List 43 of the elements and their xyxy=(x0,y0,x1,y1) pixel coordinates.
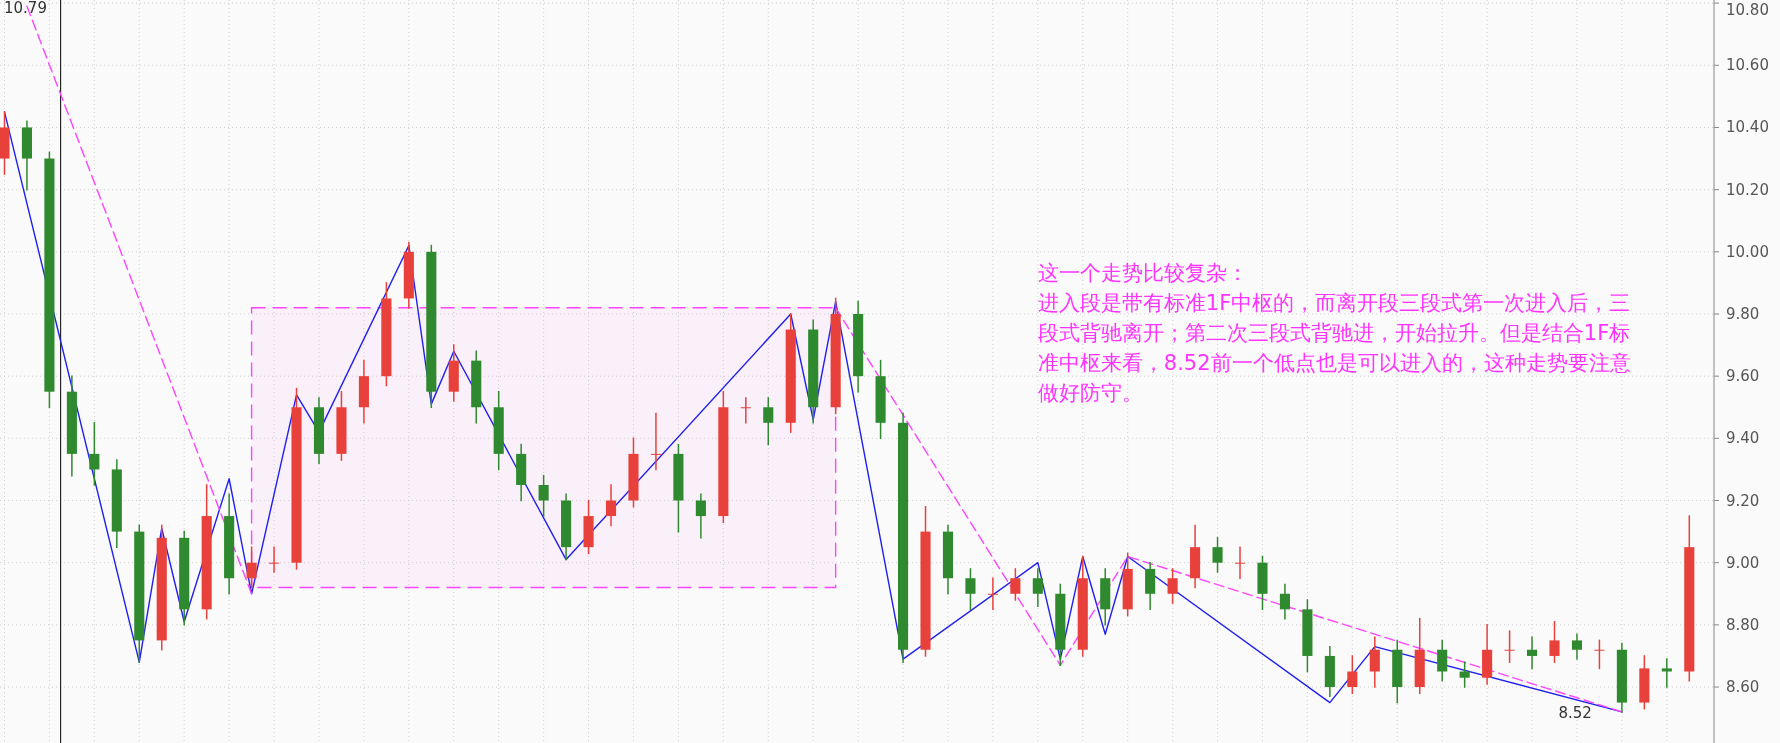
candlestick xyxy=(650,412,661,471)
candlestick xyxy=(1549,621,1560,663)
candlestick xyxy=(1234,546,1246,579)
y-tick-label: 8.60 xyxy=(1726,678,1760,697)
candlestick xyxy=(763,397,774,446)
candlestick xyxy=(740,397,751,424)
annotation: 这一个走势比较复杂： xyxy=(1037,261,1248,285)
y-tick-label: 9.00 xyxy=(1726,553,1760,572)
candlestick xyxy=(987,577,998,611)
candlestick xyxy=(538,474,549,517)
annotation: 进入段是带有标准1F中枢的，而离开段三段式第一次进入后，三段式背驰离开；第二次三段式背驰进，开始拉升。但是结合1F标准中枢来看，8.52前一个低点也是可以进入的，这种走势要注意做好防守。 xyxy=(1037,291,1631,405)
candlestick xyxy=(246,546,257,589)
candlestick xyxy=(1526,636,1538,670)
annotation: 8.52 xyxy=(1558,703,1592,722)
candlestick xyxy=(1347,655,1358,695)
y-tick-label: 10.60 xyxy=(1726,56,1769,75)
candlestick xyxy=(695,493,706,539)
candlestick xyxy=(1661,658,1672,688)
candlestick xyxy=(1459,661,1470,688)
candlestick xyxy=(1010,568,1021,601)
y-tick-label: 10.00 xyxy=(1726,242,1769,261)
y-tick-label: 10.40 xyxy=(1726,118,1769,137)
candlestick xyxy=(1032,568,1043,607)
y-tick-label: 9.40 xyxy=(1726,429,1760,448)
y-tick-label: 9.80 xyxy=(1726,304,1760,323)
candlestick xyxy=(1369,636,1380,688)
y-tick-label: 10.80 xyxy=(1726,1,1769,19)
candlestick xyxy=(269,546,280,573)
y-tick-label: 8.80 xyxy=(1726,615,1760,634)
candlestick xyxy=(1437,639,1448,682)
candlestick xyxy=(1279,583,1290,620)
annotation: 10.79 xyxy=(4,0,47,17)
candlestick xyxy=(89,422,100,486)
y-tick-label: 9.20 xyxy=(1726,491,1760,510)
candlestick xyxy=(1504,630,1515,663)
candlestick xyxy=(1594,639,1605,670)
candlestick xyxy=(605,484,617,527)
y-tick-label: 9.60 xyxy=(1726,367,1760,386)
candlestick xyxy=(1571,633,1583,660)
candlestick xyxy=(1167,568,1178,604)
y-tick-label: 10.20 xyxy=(1726,180,1769,199)
candlestick xyxy=(1212,537,1223,573)
candlestick xyxy=(965,568,976,611)
